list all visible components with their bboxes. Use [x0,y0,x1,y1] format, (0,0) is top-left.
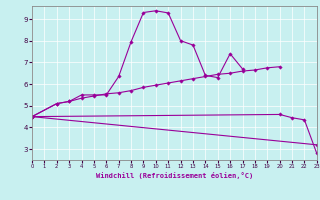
X-axis label: Windchill (Refroidissement éolien,°C): Windchill (Refroidissement éolien,°C) [96,172,253,179]
